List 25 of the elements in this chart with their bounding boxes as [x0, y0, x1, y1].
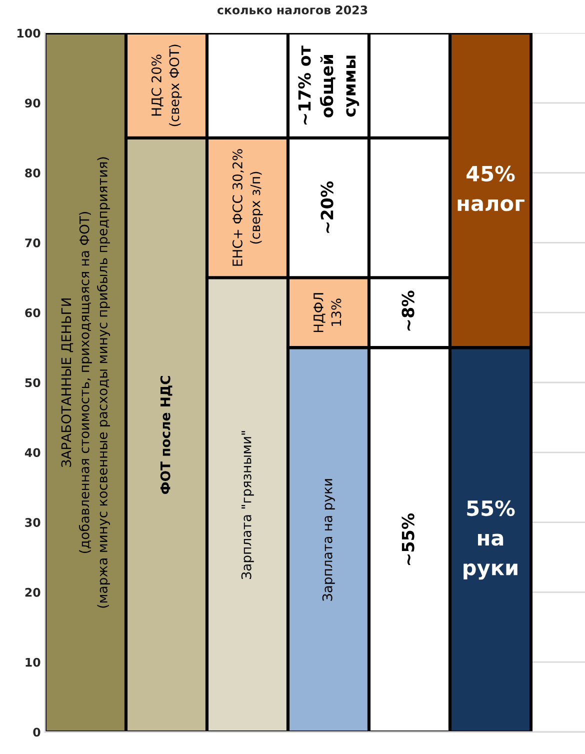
- y-tick-label: 0: [33, 728, 40, 737]
- data-label: Зарплата "грязными": [241, 431, 254, 579]
- data-label: ~55%: [402, 513, 414, 565]
- y-tick-label: 70: [25, 238, 40, 248]
- chart-title: сколько налогов 2023: [217, 5, 368, 14]
- data-label: НДС 20% (сверх ФОТ): [151, 44, 182, 126]
- data-label: ФОТ после НДС: [160, 376, 172, 494]
- y-tick-label: 80: [25, 168, 40, 178]
- data-label: ЗАРАБОТАННЫЕ ДЕНЬГИ (добавленная стоимость, приходящаяся на ФОТ) (маржа минус косвенные расходы минус прибыль предприятия): [61, 157, 110, 608]
- data-label: НДФЛ 13%: [314, 293, 342, 332]
- data-label: 55% на руки: [464, 500, 518, 580]
- annotation: ~17% от общей суммы: [298, 46, 360, 125]
- data-label: Зарплата на руки: [322, 479, 335, 601]
- y-tick-label: 30: [25, 518, 40, 527]
- data-label: 45% налог: [458, 166, 524, 212]
- y-tick-label: 90: [25, 98, 40, 108]
- y-tick-label: 40: [24, 448, 40, 458]
- annotation: ~8%: [402, 290, 414, 331]
- y-tick-label: 50: [25, 378, 40, 388]
- y-tick-label: 60: [25, 308, 40, 318]
- y-tick-label: 10: [26, 658, 40, 667]
- data-label: ЕНС+ ФСС 30,2% (сверх з/п): [232, 149, 263, 266]
- data-label: ~20%: [320, 181, 334, 233]
- y-tick-label: 20: [25, 588, 40, 597]
- y-tick-label: 100: [18, 28, 40, 38]
